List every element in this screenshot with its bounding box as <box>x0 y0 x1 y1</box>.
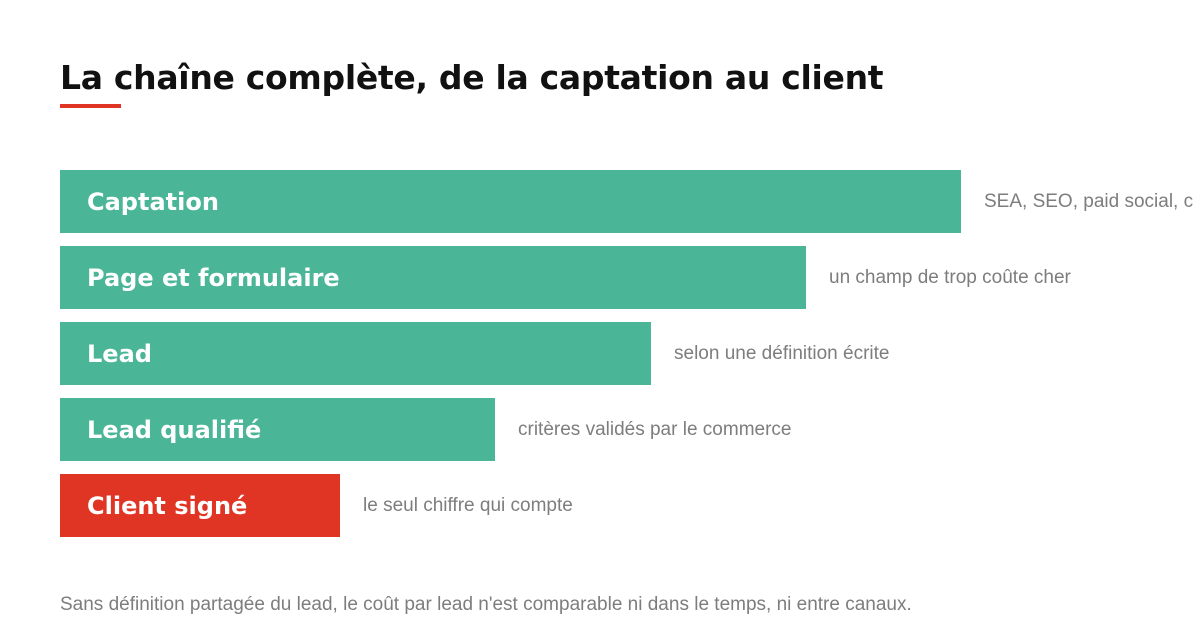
stage-note: le seul chiffre qui compte <box>363 494 573 516</box>
stage-bar: Page et formulaire <box>60 246 806 309</box>
funnel-stage-page-formulaire: Page et formulaire un champ de trop coût… <box>60 246 1071 309</box>
stage-note: selon une définition écrite <box>674 342 890 364</box>
stage-note: SEA, SEO, paid social, c <box>984 190 1194 212</box>
stage-bar: Captation <box>60 170 961 233</box>
stage-bar: Client signé <box>60 474 340 537</box>
funnel-diagram: Captation SEA, SEO, paid social, c Page … <box>60 170 1200 540</box>
stage-note: critères validés par le commerce <box>518 418 792 440</box>
funnel-stage-captation: Captation SEA, SEO, paid social, c <box>60 170 1193 233</box>
funnel-stage-client-signe: Client signé le seul chiffre qui compte <box>60 474 573 537</box>
stage-label: Captation <box>87 187 219 216</box>
stage-label: Client signé <box>87 491 248 520</box>
page-title: La chaîne complète, de la captation au c… <box>60 58 884 97</box>
funnel-stage-lead: Lead selon une définition écrite <box>60 322 889 385</box>
stage-note: un champ de trop coûte cher <box>829 266 1071 288</box>
stage-bar: Lead qualifié <box>60 398 495 461</box>
stage-label: Page et formulaire <box>87 263 340 292</box>
stage-label: Lead qualifié <box>87 415 262 444</box>
title-underline <box>60 104 121 108</box>
stage-bar: Lead <box>60 322 651 385</box>
stage-label: Lead <box>87 339 152 368</box>
funnel-stage-lead-qualifie: Lead qualifié critères validés par le co… <box>60 398 791 461</box>
footnote: Sans définition partagée du lead, le coû… <box>60 594 912 615</box>
